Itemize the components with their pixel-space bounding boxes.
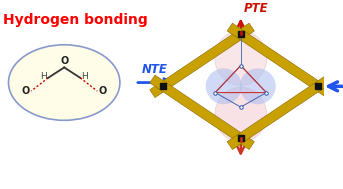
Ellipse shape	[215, 87, 267, 142]
Text: NTE: NTE	[142, 63, 167, 76]
Polygon shape	[150, 23, 255, 98]
Ellipse shape	[240, 68, 276, 104]
Polygon shape	[227, 75, 332, 149]
Text: H: H	[40, 72, 47, 81]
Text: O: O	[60, 56, 68, 66]
Text: O: O	[98, 86, 106, 96]
Text: Hydrogen bonding: Hydrogen bonding	[3, 13, 147, 27]
Polygon shape	[227, 23, 332, 98]
Text: O: O	[22, 86, 30, 96]
Ellipse shape	[9, 45, 120, 120]
Polygon shape	[150, 75, 255, 149]
Text: PTE: PTE	[244, 2, 268, 15]
Text: H: H	[81, 72, 88, 81]
Ellipse shape	[215, 31, 267, 85]
Ellipse shape	[206, 68, 242, 104]
